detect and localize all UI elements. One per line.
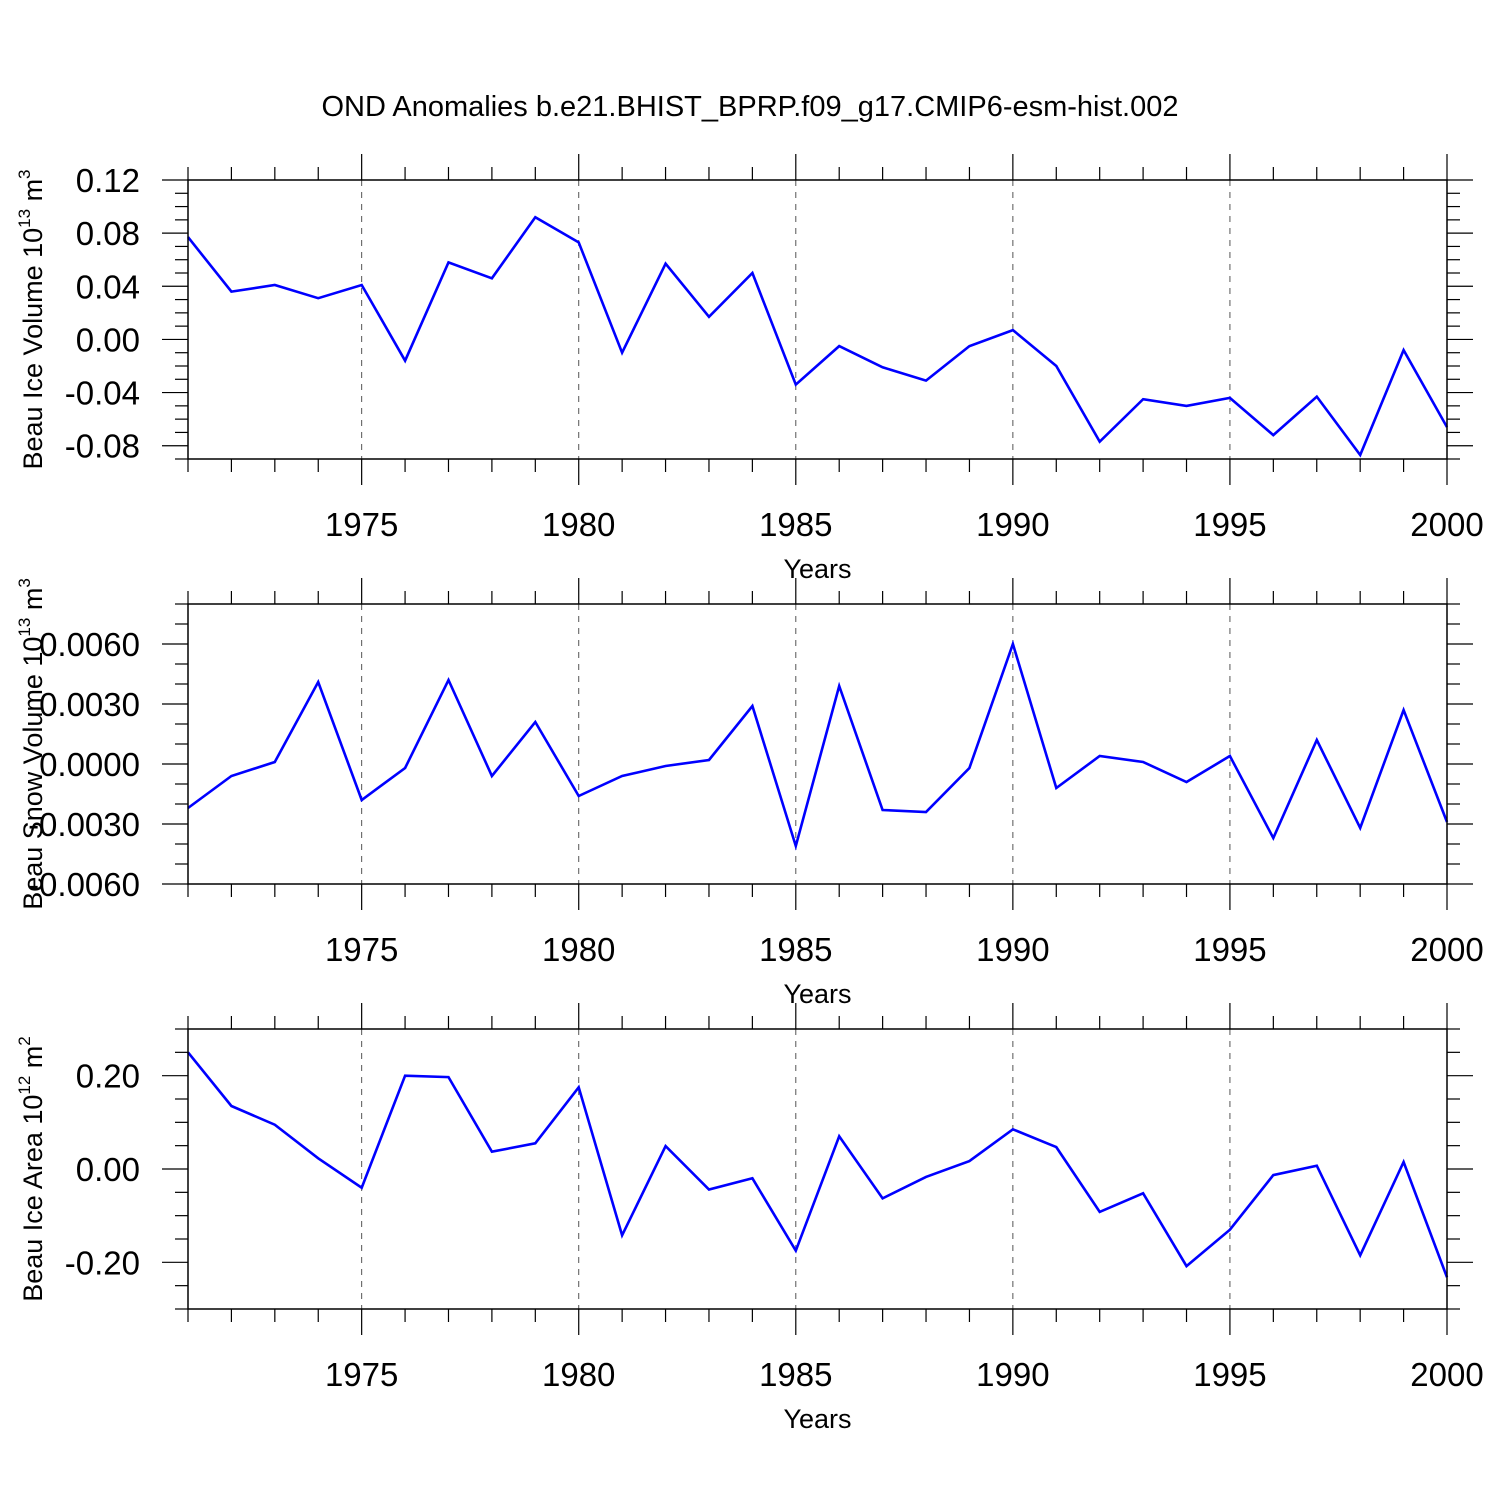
x-tick-label: 1995 <box>1193 1356 1266 1393</box>
x-tick-label: 1980 <box>542 931 615 968</box>
x-tick-label: 1995 <box>1193 931 1266 968</box>
y-tick-label: -0.20 <box>65 1244 140 1281</box>
y-axis-label-unit: m <box>18 1046 48 1076</box>
x-tick-label: 1980 <box>542 1356 615 1393</box>
plot-frame <box>187 1028 1448 1310</box>
y-axis-label-text: Beau Snow Volume 10 <box>18 637 48 910</box>
panel-2: 0.0060 0.0030 0.0000 -0.0030 -0.0060 1975 1980… <box>15 578 1484 1009</box>
y-tick-label: 0.20 <box>76 1058 140 1095</box>
series-line-1 <box>186 1051 1449 1278</box>
y-tick-label: 0.00 <box>76 321 140 358</box>
y-tick-label: 0.08 <box>76 215 140 252</box>
y-axis-label-unit-exponent: 3 <box>15 578 34 587</box>
y-axis-label-exponent: 13 <box>15 618 34 637</box>
x-axis-label: Years <box>783 979 851 1009</box>
y-tick-label: 0.04 <box>76 268 140 305</box>
y-axis-label: Beau Snow Volume 1013 m3 <box>15 578 48 910</box>
y-tick-label: -0.0030 <box>28 806 140 843</box>
series-line-1 <box>186 215 1449 458</box>
plot-frame <box>187 603 1448 885</box>
y-axis-label-unit-exponent: 2 <box>15 1036 34 1045</box>
y-tick-label: 0.0060 <box>39 626 140 663</box>
series-line-1 <box>187 639 1449 851</box>
x-tick-label: 1990 <box>976 506 1049 543</box>
plot-frame <box>187 179 1448 460</box>
y-tick-label: 0.0030 <box>39 686 140 723</box>
x-tick-label: 1975 <box>325 506 398 543</box>
x-tick-label: 1995 <box>1193 506 1266 543</box>
panel-3: 0.20 0.00 -0.20 1975 1980 1985 1990 1995 2000 Yea… <box>15 1003 1484 1434</box>
x-tick-label: 2000 <box>1410 1356 1483 1393</box>
y-axis-label-text: Beau Ice Area 10 <box>18 1095 48 1302</box>
x-tick-label: 1980 <box>542 506 615 543</box>
x-tick-label: 1975 <box>325 1356 398 1393</box>
y-axis-label: Beau Ice Area 1012 m2 <box>15 1036 48 1302</box>
x-tick-label: 1985 <box>759 506 832 543</box>
y-axis-label-exponent: 12 <box>15 1076 34 1095</box>
chart-title: OND Anomalies b.e21.BHIST_BPRP.f09_g17.C… <box>322 91 1179 123</box>
y-tick-label: 0.12 <box>76 162 140 199</box>
y-axis-label-unit: m <box>18 179 48 209</box>
y-axis-label: Beau Ice Volume 1013 m3 <box>15 169 48 469</box>
y-axis-label-unit: m <box>18 588 48 618</box>
y-tick-label: -0.08 <box>65 428 140 465</box>
y-tick-label: -0.0060 <box>28 866 140 903</box>
y-tick-label: 0.0000 <box>39 746 140 783</box>
y-axis-label-text: Beau Ice Volume 10 <box>18 228 48 470</box>
x-tick-label: 1990 <box>976 931 1049 968</box>
x-tick-label: 1985 <box>759 1356 832 1393</box>
x-tick-label: 1985 <box>759 931 832 968</box>
y-tick-label: -0.04 <box>65 375 140 412</box>
x-tick-label: 2000 <box>1410 931 1483 968</box>
x-tick-label: 1990 <box>976 1356 1049 1393</box>
x-tick-label: 1975 <box>325 931 398 968</box>
y-axis-label-exponent: 13 <box>15 209 34 228</box>
x-axis-label: Years <box>783 554 851 584</box>
x-tick-label: 2000 <box>1410 506 1483 543</box>
y-axis-label-unit-exponent: 3 <box>15 169 34 178</box>
x-axis-label: Years <box>783 1404 851 1434</box>
panel-1: 0.12 0.08 0.04 0.00 -0.04 -0.08 1975 1980 1985 19… <box>15 154 1484 584</box>
y-tick-label: 0.00 <box>76 1151 140 1188</box>
